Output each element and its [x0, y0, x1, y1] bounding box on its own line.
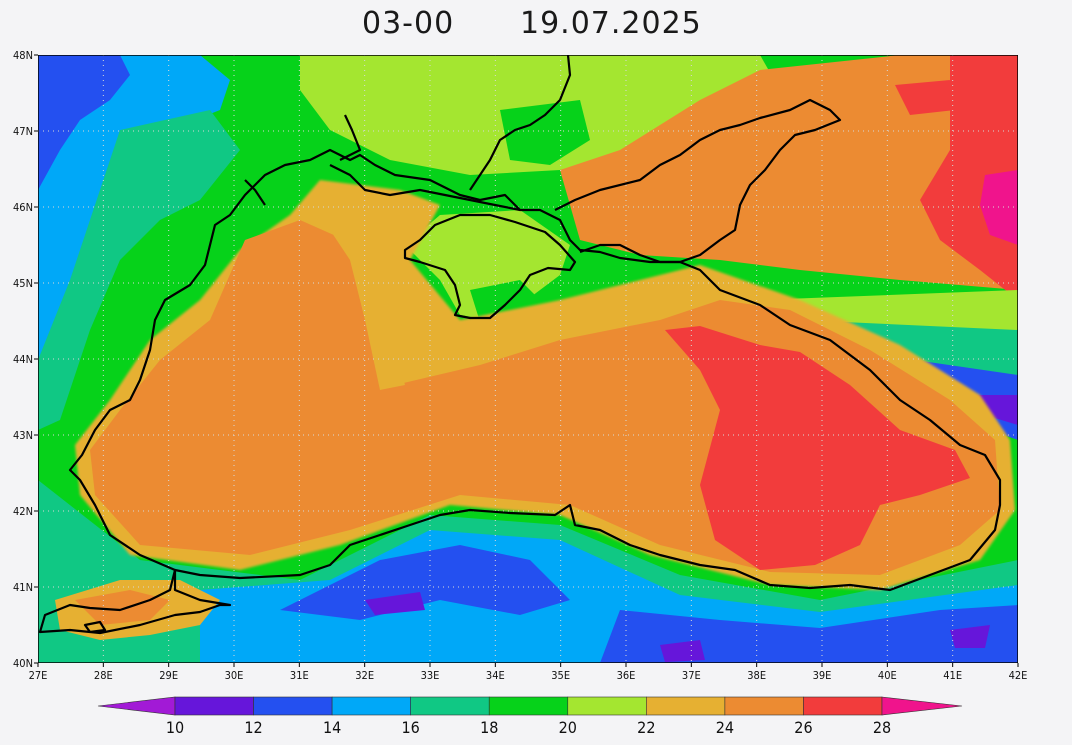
colorbar-segment — [331, 696, 411, 716]
lon-tick-label: 39E — [813, 669, 832, 682]
colorbar-segment — [724, 696, 804, 716]
graticule — [38, 55, 1018, 663]
colorbar-max-arrow — [881, 696, 963, 716]
colorbar-segment — [253, 696, 333, 716]
lon-tick-label: 34E — [486, 669, 505, 682]
lon-tick-label: 31E — [290, 669, 309, 682]
field-region-azov-green — [500, 100, 590, 165]
field-region-marmara-orange — [75, 590, 170, 625]
lon-tick-label: 33E — [421, 669, 440, 682]
lat-tick-label: 41N — [13, 581, 33, 594]
map-title: 03-00 19.07.2025 — [0, 4, 1072, 48]
colorbar-label: 24 — [716, 718, 734, 737]
colorbar-label: 14 — [323, 718, 341, 737]
lon-tick-label: 38E — [747, 669, 766, 682]
colorbar-label: 12 — [244, 718, 262, 737]
colorbar-labels: 10 12 14 16 18 20 22 24 26 28 — [166, 718, 891, 737]
field-region-ne-orange — [560, 55, 1018, 290]
colorbar-segment — [567, 696, 647, 716]
colorbar-segments — [97, 696, 963, 716]
colorbar-segment — [488, 696, 569, 716]
colorbar-label: 28 — [873, 718, 891, 737]
colorbar-label: 18 — [480, 718, 498, 737]
colorbar-label: 16 — [402, 718, 420, 737]
lat-tick-label: 40N — [13, 657, 33, 670]
colorbar-segment — [646, 696, 726, 716]
title-time: 03-00 — [362, 6, 455, 41]
lon-tick-label: 36E — [617, 669, 636, 682]
lon-tick-label: 40E — [878, 669, 897, 682]
lon-tick-label: 28E — [94, 669, 113, 682]
coastline-marmara — [38, 568, 232, 635]
lon-tick-label: 41E — [943, 669, 962, 682]
lat-tick-label: 48N — [13, 49, 33, 62]
colorbar-label: 10 — [166, 718, 184, 737]
field-region-nw-blue — [38, 55, 130, 190]
lat-tick-label: 42N — [13, 505, 33, 518]
title-date: 19.07.2025 — [520, 6, 702, 41]
field-region-sea-hot — [665, 326, 970, 570]
lat-tick-label: 46N — [13, 201, 33, 214]
coastline-syvash — [329, 55, 572, 212]
lon-tick-label: 35E — [551, 669, 570, 682]
colorbar-label: 26 — [794, 718, 812, 737]
coastline-crimea — [403, 213, 577, 320]
field-region-ne-magenta — [980, 170, 1018, 245]
lon-tick-label: 27E — [29, 669, 48, 682]
colorbar-label: 20 — [559, 718, 577, 737]
lon-tick-label: 42E — [1009, 669, 1028, 682]
coastline-dnieper — [244, 114, 362, 206]
field-region-nw-cyan — [38, 55, 230, 360]
coastline — [38, 55, 1002, 635]
lon-tick-label: 32E — [355, 669, 374, 682]
field-region-south-purple — [365, 592, 990, 662]
colorbar-segment — [174, 696, 254, 716]
field-region-south-blue — [280, 545, 1018, 663]
lat-tick-label: 45N — [13, 277, 33, 290]
colorbar-segment — [803, 696, 883, 716]
lon-tick-label: 37E — [682, 669, 701, 682]
field-region-sea-yellow-patch — [330, 220, 405, 390]
lat-tick-label: 47N — [13, 125, 33, 138]
field-region-ne-red — [895, 55, 1018, 300]
colorbar-label: 22 — [637, 718, 655, 737]
axis-labels: 27E 28E 29E 30E 31E 32E 33E 34E 35E 36E 37E 38E 39E 4… — [13, 49, 1027, 682]
lat-tick-label: 44N — [13, 353, 33, 366]
field-region-nw-teal — [38, 110, 240, 430]
coastline-azov — [554, 98, 842, 264]
colorbar-segment — [410, 696, 490, 716]
colorbar-min-arrow — [97, 696, 176, 716]
lat-tick-label: 43N — [13, 429, 33, 442]
lon-tick-label: 30E — [225, 669, 244, 682]
lon-tick-label: 29E — [159, 669, 178, 682]
